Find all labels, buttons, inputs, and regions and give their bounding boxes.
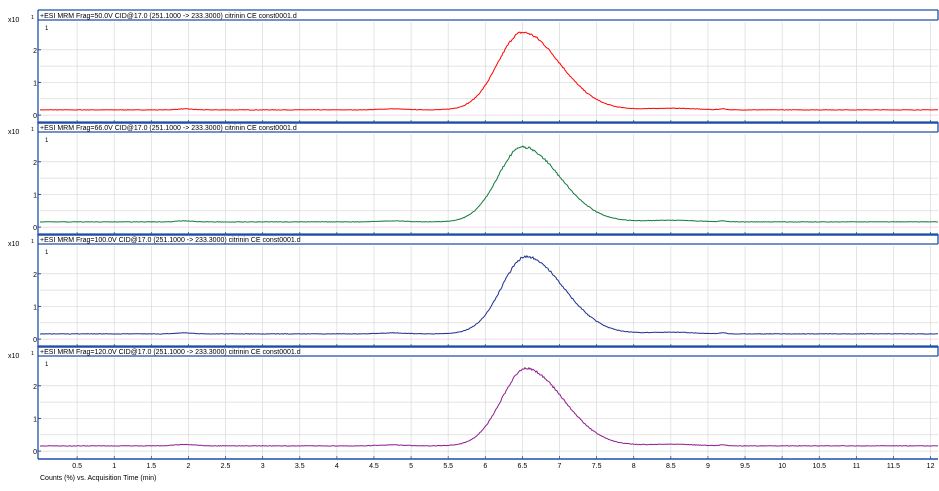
y-multiplier-label: x10 (8, 353, 19, 360)
y-multiplier-exponent: 1 (31, 351, 34, 357)
x-tick-label: 11.5 (887, 463, 900, 470)
series-trace (40, 366, 939, 447)
x-tick-label: 8.5 (666, 463, 676, 470)
x-tick-label: 1.5 (146, 463, 156, 470)
x-tick-label: 8 (632, 463, 636, 470)
y-multiplier-exponent: 1 (31, 239, 34, 245)
x-tick-label: 2.5 (221, 463, 231, 470)
x-tick-label: 10.5 (812, 463, 826, 470)
x-tick-label: 4.5 (369, 463, 379, 470)
y-multiplier-label: x10 (8, 129, 19, 136)
y-tick-label: 1 (33, 192, 37, 199)
y-tick-label: 0 (33, 113, 37, 120)
x-tick-label: 6 (483, 463, 487, 470)
x-tick-label: 12 (927, 463, 935, 470)
x-tick-label: 3.5 (295, 463, 305, 470)
y-tick-label: 2 (33, 48, 37, 55)
x-tick-label: 9 (706, 463, 710, 470)
x-tick-label: 2 (186, 463, 190, 470)
series-trace (39, 145, 939, 223)
panel-title: +ESI MRM Frag=50.0V CID@17.0 (251.1000 -… (40, 13, 297, 20)
x-tick-label: 5 (409, 463, 413, 470)
x-tick-label: 10 (778, 463, 786, 470)
y-tick-label: 1 (33, 304, 37, 311)
y-multiplier-label: x10 (8, 241, 19, 248)
panel-title: +ESI MRM Frag=120.0V CID@17.0 (251.1000 … (40, 349, 301, 356)
y-tick-label: 0 (33, 225, 37, 232)
x-tick-label: 7.5 (592, 463, 602, 470)
y-top-label: 1 (45, 138, 49, 144)
y-top-label: 1 (45, 362, 49, 368)
x-tick-label: 11 (853, 463, 860, 470)
x-tick-label: 4 (335, 463, 339, 470)
x-tick-label: 7 (558, 463, 562, 470)
y-tick-label: 1 (33, 416, 37, 423)
y-multiplier-label: x10 (8, 17, 19, 24)
y-tick-label: 2 (33, 384, 37, 391)
y-top-label: 1 (45, 26, 49, 32)
y-tick-label: 0 (33, 337, 37, 344)
y-tick-label: 2 (33, 160, 37, 167)
x-tick-label: 5.5 (443, 463, 453, 470)
y-multiplier-exponent: 1 (31, 127, 34, 133)
panel-title: +ESI MRM Frag=66.0V CID@17.0 (251.1000 -… (40, 125, 297, 132)
y-tick-label: 0 (33, 449, 37, 456)
x-axis-caption: Counts (%) vs. Acquisition Time (min) (40, 475, 157, 482)
x-tick-label: 6.5 (518, 463, 528, 470)
x-tick-label: 1 (112, 463, 116, 470)
series-trace (39, 255, 938, 335)
panel-title: +ESI MRM Frag=100.0V CID@17.0 (251.1000 … (40, 237, 301, 244)
x-tick-label: 0.5 (72, 463, 82, 470)
x-tick-label: 9.5 (740, 463, 750, 470)
series-trace (39, 31, 939, 111)
x-tick-label: 3 (261, 463, 265, 470)
y-tick-label: 1 (33, 80, 37, 87)
y-multiplier-exponent: 1 (31, 15, 34, 21)
y-top-label: 1 (45, 250, 49, 256)
y-tick-label: 2 (33, 272, 37, 279)
